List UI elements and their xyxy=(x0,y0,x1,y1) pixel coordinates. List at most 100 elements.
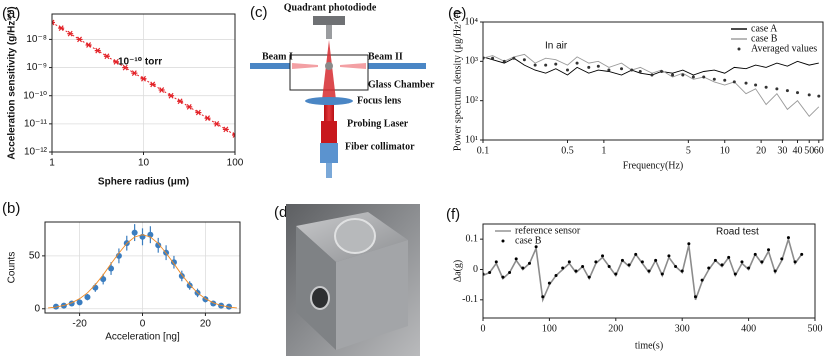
data-point xyxy=(501,275,505,279)
star-marker xyxy=(131,70,138,77)
x-axis-label: Frequency(Hz) xyxy=(623,160,684,171)
data-point xyxy=(760,260,764,264)
data-point xyxy=(581,264,585,268)
plot-marks xyxy=(48,224,237,310)
photodiode-stem xyxy=(326,25,332,39)
data-point xyxy=(638,70,642,74)
y-tick-label: 50 xyxy=(29,251,41,262)
data-point xyxy=(732,80,736,84)
legend-marker xyxy=(737,47,741,51)
star-marker xyxy=(168,92,175,99)
collimator-label: Fiber collimator xyxy=(345,141,415,152)
annotation: Road test xyxy=(716,227,759,238)
data-point xyxy=(502,59,506,63)
data-point xyxy=(186,282,193,289)
laser-label: Probing Laser xyxy=(347,118,409,129)
setup-diagram: (c) Quadrant photodiode Beam I Beam II G… xyxy=(250,2,435,178)
data-point xyxy=(754,83,758,87)
data-point xyxy=(634,252,638,256)
x-tick-label: 200 xyxy=(608,323,623,334)
x-tick-label: 0 xyxy=(140,319,146,330)
data-point xyxy=(773,269,777,273)
data-point xyxy=(713,258,717,262)
chart-panel: (b) -20 0 20 0 50 Acceleration [ng] Counts xyxy=(2,200,241,343)
data-point xyxy=(534,245,538,249)
data-point xyxy=(488,271,492,275)
y-tick-label: 0.1 xyxy=(466,233,479,244)
probing-laser xyxy=(321,121,337,143)
x-tick-label: 100 xyxy=(227,158,244,169)
data-point xyxy=(521,266,525,270)
beam-left xyxy=(250,63,290,69)
data-point xyxy=(131,229,138,236)
star-marker xyxy=(186,104,193,110)
beam-glow-right xyxy=(340,63,366,69)
series-line xyxy=(483,53,820,117)
data-point xyxy=(514,257,518,261)
annotation: In air xyxy=(545,41,568,52)
data-point xyxy=(660,70,664,74)
data-point xyxy=(764,85,768,89)
chart-panel: (e) 0.1 0.5 1 5 10 20 30 40 50 60 10¹ 10² 10³ 10⁴ Frequ… xyxy=(448,5,824,171)
data-point xyxy=(512,56,516,60)
data-point xyxy=(654,258,658,262)
data-point xyxy=(594,260,598,264)
data-point xyxy=(767,248,771,252)
x-tick-label: 0.1 xyxy=(477,145,490,156)
x-tick-label: 20 xyxy=(756,145,766,156)
data-point xyxy=(533,63,537,67)
y-axis-label: Δa(g) xyxy=(452,260,463,283)
data-point xyxy=(554,62,558,66)
legend-marker xyxy=(501,239,505,243)
data-point xyxy=(733,272,737,276)
beam-glow-left xyxy=(292,63,318,69)
star-marker xyxy=(103,53,110,60)
data-point xyxy=(680,269,684,273)
data-point xyxy=(630,68,634,72)
y-axis-label: Acceleration sensitivity (g/Hz¹ᐟ²) xyxy=(7,6,18,159)
data-point xyxy=(508,271,512,275)
device-photo: (d) xyxy=(274,204,420,356)
data-point xyxy=(544,63,548,67)
star-marker xyxy=(213,120,220,127)
star-marker xyxy=(58,25,65,31)
data-point xyxy=(780,257,784,261)
data-point xyxy=(800,252,804,256)
data-point xyxy=(567,260,571,264)
panel-label: (e) xyxy=(448,5,466,22)
data-point xyxy=(574,269,578,273)
laser-beam xyxy=(324,100,334,122)
data-point xyxy=(84,294,91,301)
plot-marks xyxy=(483,236,804,303)
beam-right xyxy=(368,63,426,69)
star-marker xyxy=(149,81,156,88)
data-point xyxy=(607,264,611,268)
data-point xyxy=(561,266,565,270)
data-point xyxy=(707,266,711,270)
x-tick-label: 40 xyxy=(793,145,803,156)
star-marker xyxy=(122,64,129,71)
data-point xyxy=(547,281,551,285)
data-point xyxy=(541,295,545,299)
x-tick-label: -20 xyxy=(72,319,87,330)
chamber-label: Glass Chamber xyxy=(368,79,435,90)
legend-label: Averaged values xyxy=(751,43,817,54)
y-tick-label: -0.1 xyxy=(462,294,478,305)
data-point xyxy=(178,272,185,279)
plot-frame xyxy=(44,221,241,314)
legend-label: case B xyxy=(751,33,778,44)
y-axis-label: Counts xyxy=(7,252,18,284)
data-point xyxy=(753,252,757,256)
x-tick-label: 100 xyxy=(542,323,557,334)
coin xyxy=(334,218,376,254)
focus-lens xyxy=(305,97,353,105)
panel-label: (a) xyxy=(2,5,20,22)
lens-label: Focus lens xyxy=(357,95,401,106)
y-tick-label: 10⁻¹⁰ xyxy=(23,90,47,101)
y-tick-label: 10⁻¹² xyxy=(24,147,48,158)
data-point xyxy=(620,67,624,71)
y-tick-label: 10⁻¹¹ xyxy=(24,118,48,129)
data-point xyxy=(667,254,671,258)
connector xyxy=(310,286,330,310)
star-marker xyxy=(195,109,202,116)
